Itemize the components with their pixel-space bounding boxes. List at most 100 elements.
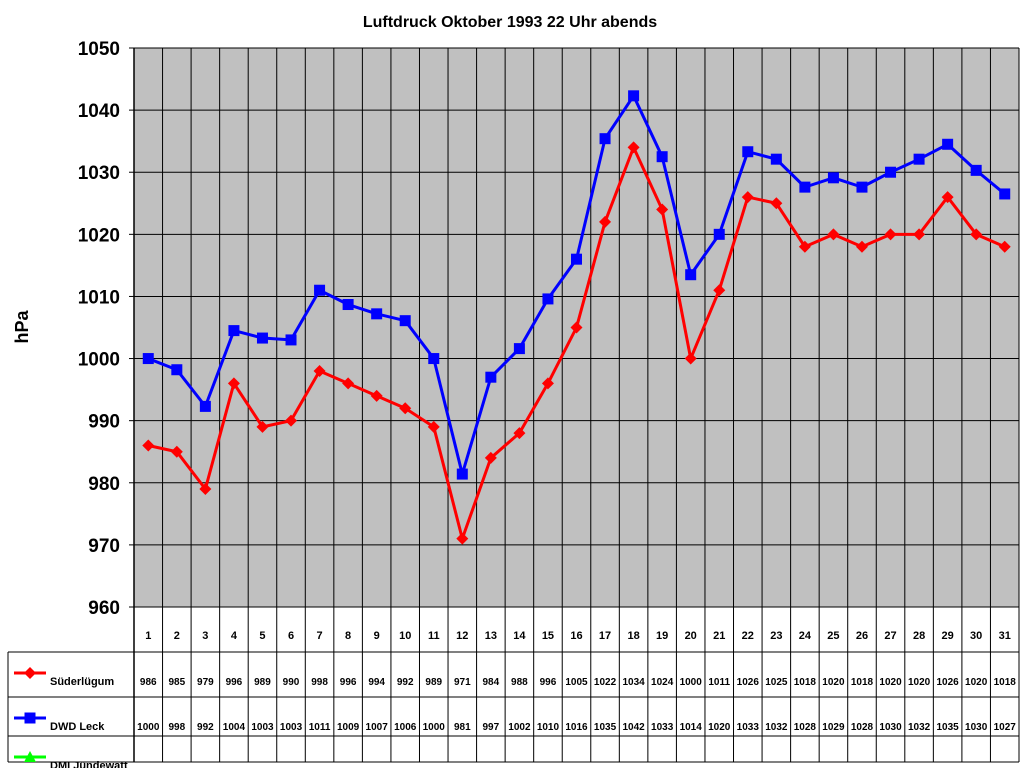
data-point (256, 420, 269, 433)
legend-entry: DWD Leck (50, 721, 105, 733)
table-value-cell: 1014 (680, 722, 703, 733)
data-point (627, 141, 640, 154)
table-value-cell: 1010 (537, 722, 560, 733)
table-value-cell: 1000 (423, 722, 446, 733)
data-point (170, 445, 183, 458)
table-value-cell: 971 (454, 677, 471, 688)
table-value-cell: 981 (454, 722, 471, 733)
x-tick-label: 2 (174, 630, 180, 642)
data-point (427, 420, 440, 433)
y-tick-label: 980 (88, 474, 120, 495)
table-value-cell: 1034 (622, 677, 645, 688)
table-value-cell: 984 (483, 677, 500, 688)
legend-key-marker (24, 712, 36, 724)
table-value-cell: 1026 (937, 677, 960, 688)
table-value-cell: 1030 (965, 722, 988, 733)
table-value-cell: 989 (425, 677, 442, 688)
x-tick-label: 16 (570, 630, 582, 642)
data-table: 1 2 3 4 5 6 7 8 9 10 11 12 13 14 15 16 17 18 19 20 21 22 23 24 2… (7, 630, 1019, 768)
x-tick-label: 20 (685, 630, 697, 642)
legend-entry: Süderlügum (50, 676, 114, 688)
data-point (742, 146, 754, 158)
x-tick-label: 24 (799, 630, 812, 642)
table-value-cell: 1000 (680, 677, 703, 688)
y-tick-label: 960 (88, 598, 120, 619)
x-tick-label: 4 (231, 630, 238, 642)
data-point (599, 133, 611, 145)
x-tick-label: 9 (374, 630, 380, 642)
table-value-cell: 996 (226, 677, 243, 688)
x-tick-label: 15 (542, 630, 554, 642)
table-value-cell: 1018 (851, 677, 874, 688)
data-point (485, 371, 497, 383)
table-value-cell: 1035 (937, 722, 960, 733)
x-tick-label: 17 (599, 630, 611, 642)
x-tick-label: 1 (145, 630, 151, 642)
data-point (941, 191, 954, 204)
x-tick-label: 21 (713, 630, 725, 642)
table-value-cell: 1025 (765, 677, 788, 688)
legend-entry: DMI Jündewatt (50, 760, 128, 768)
data-point (827, 172, 839, 184)
chart-title: Luftdruck Oktober 1993 22 Uhr abends (363, 14, 657, 31)
table-value-cell: 1018 (794, 677, 817, 688)
data-point (199, 400, 211, 412)
data-point (656, 151, 668, 163)
data-point (855, 240, 868, 253)
x-tick-label: 11 (428, 630, 440, 642)
table-value-cell: 1000 (137, 722, 160, 733)
table-value-cell: 1006 (394, 722, 417, 733)
x-tick-label: 5 (259, 630, 265, 642)
data-point (970, 228, 983, 241)
data-point (399, 315, 411, 327)
x-tick-label: 29 (942, 630, 954, 642)
data-point (313, 364, 326, 377)
x-tick-label: 19 (656, 630, 668, 642)
y-tick-label: 1010 (78, 287, 120, 308)
table-value-cell: 1028 (851, 722, 874, 733)
table-value-cell: 998 (311, 677, 328, 688)
table-value-cell: 1018 (994, 677, 1017, 688)
data-point (428, 353, 440, 365)
x-tick-label: 8 (345, 630, 351, 642)
x-tick-label: 12 (456, 630, 468, 642)
data-point (684, 352, 697, 365)
table-value-cell: 1029 (822, 722, 845, 733)
x-tick-label: 18 (627, 630, 639, 642)
table-value-cell: 1026 (737, 677, 760, 688)
data-point (513, 343, 525, 355)
data-point (484, 451, 497, 464)
data-point (314, 284, 326, 296)
data-point (571, 253, 582, 265)
table-value-cell: 992 (197, 722, 214, 733)
table-value-cell: 1011 (708, 677, 730, 688)
data-point (227, 377, 240, 390)
data-point (913, 228, 926, 241)
data-point (884, 228, 897, 241)
x-tick-label: 7 (317, 630, 323, 642)
table-value-cell: 990 (283, 677, 300, 688)
table-value-cell: 979 (197, 677, 214, 688)
x-tick-label: 14 (513, 630, 526, 642)
x-tick-label: 26 (856, 630, 868, 642)
x-tick-label: 25 (827, 630, 839, 642)
data-point (542, 293, 554, 305)
table-value-cell: 996 (340, 677, 357, 688)
data-point (770, 197, 783, 210)
data-point (570, 321, 583, 334)
table-value-cell: 1011 (309, 722, 331, 733)
data-point (371, 308, 383, 320)
x-tick-label: 22 (742, 630, 754, 642)
data-point (913, 153, 925, 165)
data-point (256, 332, 268, 344)
data-point (628, 90, 640, 102)
table-value-cell: 1035 (594, 722, 617, 733)
x-tick-label: 23 (770, 630, 782, 642)
table-value-cell: 1009 (337, 722, 360, 733)
data-point (770, 153, 782, 165)
data-point (456, 468, 468, 480)
y-tick-label: 1020 (78, 225, 120, 246)
table-value-cell: 1020 (908, 677, 931, 688)
table-value-cell: 1005 (565, 677, 588, 688)
